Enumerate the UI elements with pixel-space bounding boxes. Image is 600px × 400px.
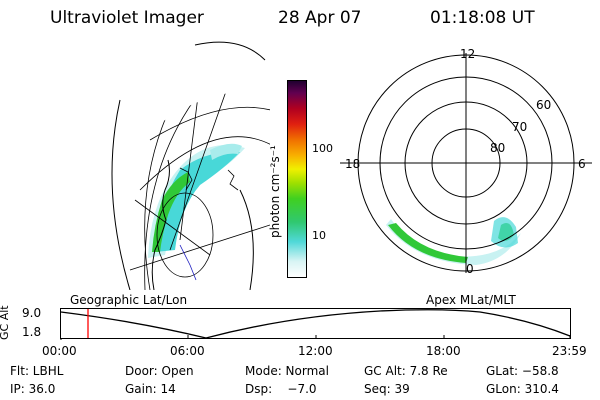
info-glat: GLat: −58.8 — [486, 364, 559, 378]
info-filter: Flt: LBHL — [10, 364, 64, 378]
info-glon: GLon: 310.4 — [486, 382, 559, 396]
aurora-glow-mid — [155, 151, 240, 252]
info-gain: Gain: 14 — [125, 382, 176, 396]
colorbar-tick-100: 100 — [312, 142, 333, 155]
info-dsp: Dsp: −7.0 — [245, 382, 317, 396]
aurora-band-green — [152, 172, 190, 252]
lat-label-70: 70 — [512, 120, 528, 134]
mlt-label-6: 6 — [578, 157, 586, 171]
timeline-xtick-1200: 12:00 — [298, 344, 333, 358]
timeline-xtick-0000: 00:00 — [42, 344, 77, 358]
timeline-ytick-low: 1.8 — [22, 325, 42, 339]
timeline-xtick-1800: 18:00 — [426, 344, 461, 358]
geographic-label: Geographic Lat/Lon — [70, 293, 188, 307]
timeline-xtick-2359: 23:59 — [552, 344, 587, 358]
altitude-curve — [60, 309, 571, 339]
colorbar — [287, 80, 307, 278]
mlt-label-18: 18 — [345, 157, 361, 171]
app-title: Ultraviolet Imager — [50, 8, 204, 28]
timeline-xtick-0600: 06:00 — [170, 344, 205, 358]
geographic-map — [111, 41, 270, 290]
timeline-plot[interactable] — [60, 308, 572, 340]
info-seq: Seq: 39 — [364, 382, 410, 396]
colorbar-tick-10: 10 — [312, 229, 326, 242]
lat-label-80: 80 — [490, 141, 506, 155]
aurora-polar-band — [388, 223, 468, 263]
polar-plot — [340, 53, 592, 273]
mlt-label-0: 0 — [466, 262, 474, 276]
info-gc-alt: GC Alt: 7.8 Re — [364, 364, 448, 378]
mlt-label-12: 12 — [460, 47, 476, 61]
timeline-ylabel: GC Alt — [0, 305, 11, 340]
info-mode: Mode: Normal — [245, 364, 329, 378]
info-door: Door: Open — [125, 364, 194, 378]
apex-label: Apex MLat/MLT — [426, 293, 516, 307]
timeline-ytick-high: 9.0 — [22, 306, 42, 320]
date-label: 28 Apr 07 — [278, 8, 362, 28]
info-ip: IP: 36.0 — [10, 382, 56, 396]
lat-label-60: 60 — [536, 98, 552, 112]
colorbar-label: photon cm⁻²s⁻¹ — [268, 145, 282, 238]
time-label: 01:18:08 UT — [430, 8, 535, 28]
